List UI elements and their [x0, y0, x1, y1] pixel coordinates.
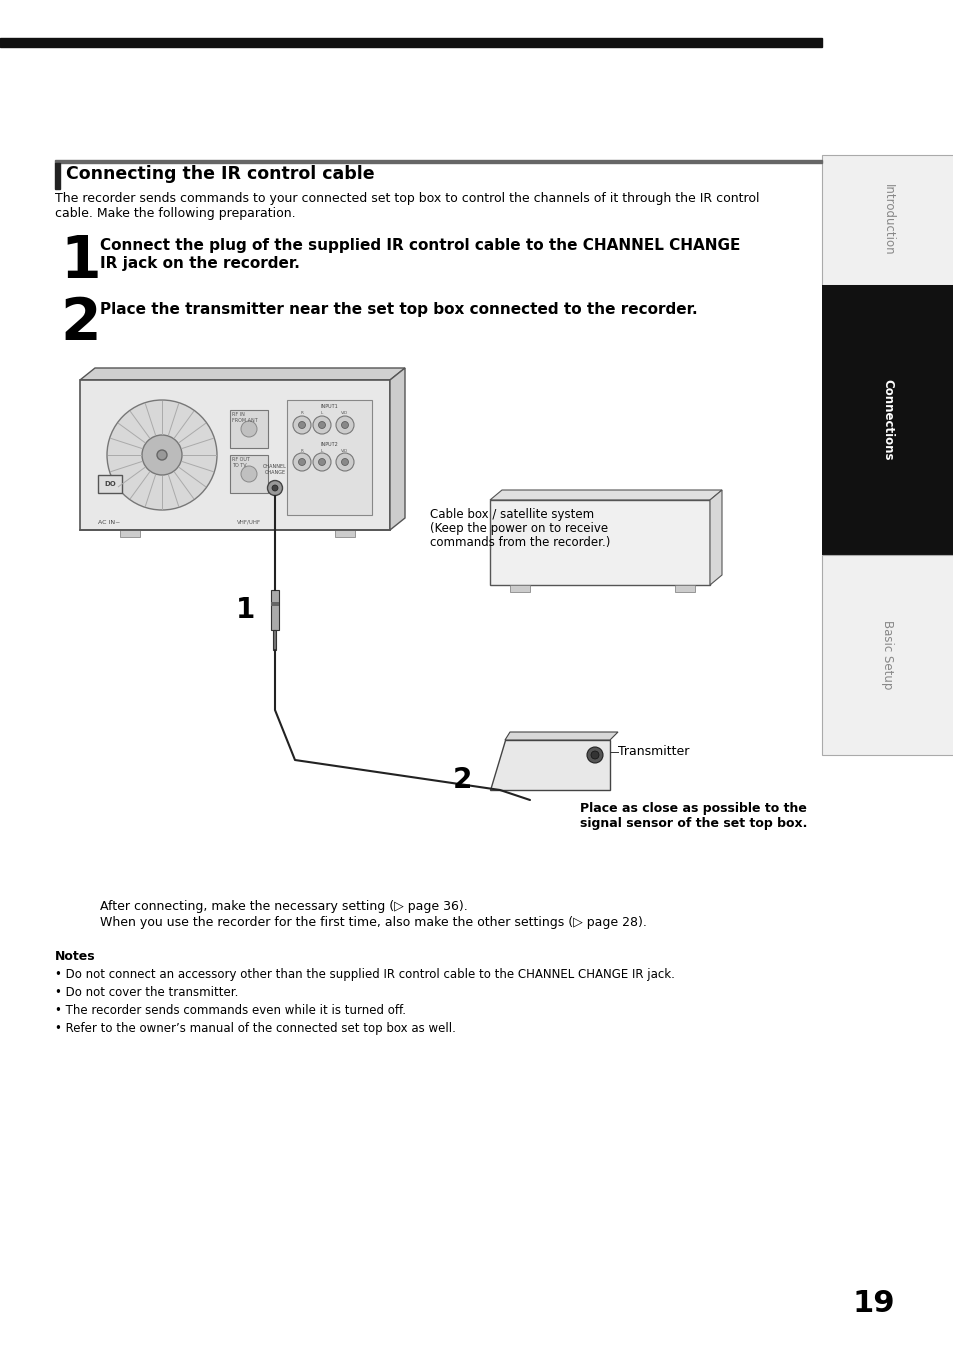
Text: VID: VID: [341, 449, 348, 453]
Polygon shape: [504, 732, 618, 740]
Circle shape: [586, 747, 602, 763]
Circle shape: [157, 450, 167, 460]
Text: cable. Make the following preparation.: cable. Make the following preparation.: [55, 208, 295, 220]
Circle shape: [590, 751, 598, 759]
Text: Cable box / satellite system: Cable box / satellite system: [430, 508, 594, 520]
Text: Place the transmitter near the set top box connected to the recorder.: Place the transmitter near the set top b…: [100, 302, 697, 317]
Text: 1: 1: [235, 596, 254, 624]
Circle shape: [313, 417, 331, 434]
Bar: [335, 530, 355, 537]
Text: Connecting the IR control cable: Connecting the IR control cable: [66, 164, 375, 183]
Text: L: L: [320, 449, 323, 453]
Text: Basic Setup: Basic Setup: [881, 620, 894, 690]
Text: The recorder sends commands to your connected set top box to control the channel: The recorder sends commands to your conn…: [55, 191, 759, 205]
Text: 2: 2: [452, 766, 472, 794]
Circle shape: [241, 421, 256, 437]
Circle shape: [335, 453, 354, 470]
Polygon shape: [490, 740, 609, 790]
Text: CHANNEL
CHANGE: CHANNEL CHANGE: [263, 464, 287, 474]
Circle shape: [267, 480, 282, 496]
Bar: [821, 555, 953, 755]
Text: commands from the recorder.): commands from the recorder.): [430, 537, 610, 549]
Text: RF OUT
TO TV: RF OUT TO TV: [232, 457, 250, 468]
Circle shape: [318, 458, 325, 465]
Circle shape: [272, 485, 277, 491]
Bar: [821, 155, 953, 284]
Text: • Do not cover the transmitter.: • Do not cover the transmitter.: [55, 985, 238, 999]
Circle shape: [341, 422, 348, 429]
Bar: [230, 456, 268, 493]
Circle shape: [298, 458, 305, 465]
Text: After connecting, make the necessary setting (▷ page 36).: After connecting, make the necessary set…: [100, 900, 467, 913]
Bar: [271, 603, 278, 607]
Bar: [274, 630, 276, 650]
Polygon shape: [490, 491, 721, 500]
Text: Transmitter: Transmitter: [618, 745, 689, 758]
Polygon shape: [80, 368, 405, 380]
Circle shape: [293, 453, 311, 470]
Circle shape: [107, 400, 216, 510]
Circle shape: [341, 458, 348, 465]
Polygon shape: [709, 491, 721, 585]
Text: INPUT1: INPUT1: [320, 404, 338, 408]
Circle shape: [142, 435, 182, 474]
Text: VID: VID: [341, 411, 348, 415]
Circle shape: [313, 453, 331, 470]
Text: 2: 2: [60, 295, 100, 352]
Text: L: L: [320, 411, 323, 415]
Polygon shape: [390, 368, 405, 530]
Bar: [821, 284, 953, 555]
Text: Notes: Notes: [55, 950, 95, 962]
Text: AC IN~: AC IN~: [98, 520, 120, 524]
Circle shape: [298, 422, 305, 429]
Bar: [510, 585, 530, 592]
Text: signal sensor of the set top box.: signal sensor of the set top box.: [579, 817, 806, 830]
Bar: [98, 474, 122, 493]
Text: 19: 19: [851, 1289, 894, 1318]
Circle shape: [318, 422, 325, 429]
Text: R: R: [300, 449, 303, 453]
Text: R: R: [300, 411, 303, 415]
Text: DO: DO: [104, 481, 115, 487]
Text: Introduction: Introduction: [881, 185, 894, 256]
Text: IR jack on the recorder.: IR jack on the recorder.: [100, 256, 299, 271]
Bar: [55, 163, 60, 189]
Text: • Do not connect an accessory other than the supplied IR control cable to the CH: • Do not connect an accessory other than…: [55, 968, 674, 981]
Bar: [490, 500, 709, 585]
Text: • Refer to the owner’s manual of the connected set top box as well.: • Refer to the owner’s manual of the con…: [55, 1022, 456, 1035]
Bar: [230, 410, 268, 448]
Bar: [120, 530, 140, 537]
Text: Connect the plug of the supplied IR control cable to the CHANNEL CHANGE: Connect the plug of the supplied IR cont…: [100, 239, 740, 253]
Text: When you use the recorder for the first time, also make the other settings (▷ pa: When you use the recorder for the first …: [100, 917, 646, 929]
Text: RF IN
FROM ANT: RF IN FROM ANT: [232, 412, 257, 423]
Bar: [287, 400, 372, 515]
Bar: [55, 160, 821, 163]
Text: • The recorder sends commands even while it is turned off.: • The recorder sends commands even while…: [55, 1004, 406, 1016]
Circle shape: [293, 417, 311, 434]
Bar: [271, 590, 278, 630]
Text: 1: 1: [60, 233, 100, 290]
Bar: [0, 38, 821, 47]
Circle shape: [335, 417, 354, 434]
Text: (Keep the power on to receive: (Keep the power on to receive: [430, 522, 607, 535]
Circle shape: [241, 466, 256, 483]
Text: Connections: Connections: [881, 379, 894, 461]
Text: VHF/UHF: VHF/UHF: [236, 519, 261, 524]
Text: Place as close as possible to the: Place as close as possible to the: [579, 802, 806, 816]
Bar: [80, 380, 390, 530]
Bar: [675, 585, 695, 592]
Text: INPUT2: INPUT2: [320, 442, 338, 448]
